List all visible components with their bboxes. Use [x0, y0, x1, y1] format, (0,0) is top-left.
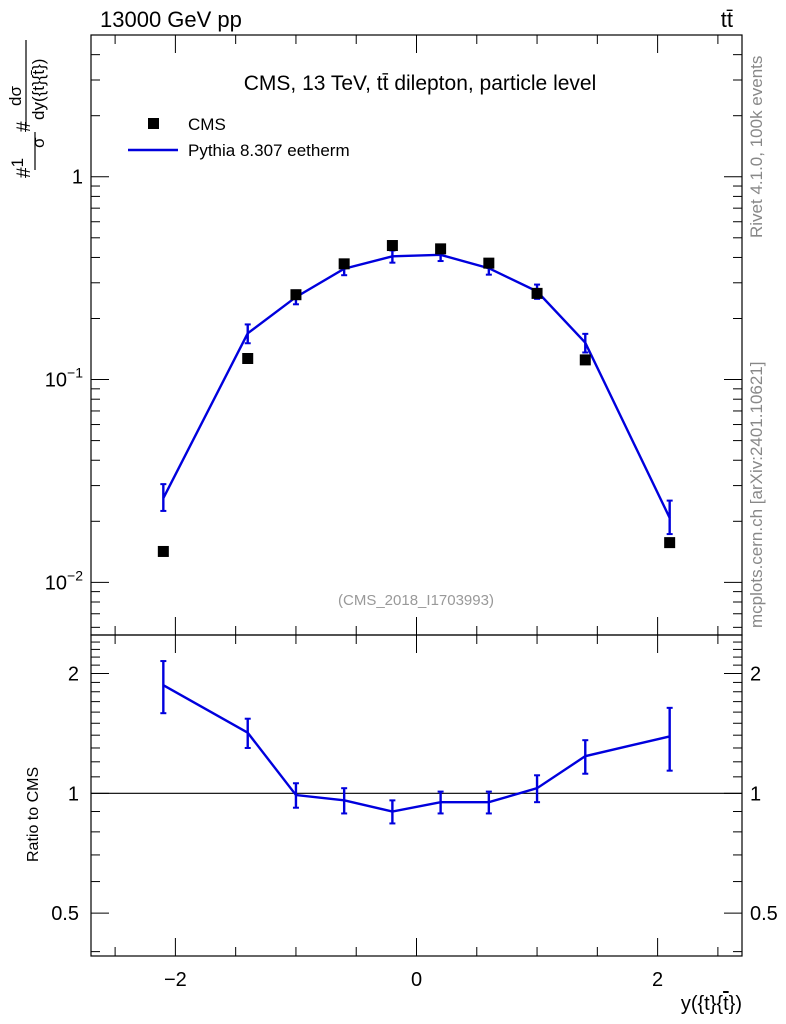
- data-point: [338, 258, 350, 270]
- y-label-one: 1: [8, 158, 27, 167]
- chart-title: CMS, 13 TeV, tt̄ dilepton, particle leve…: [244, 72, 597, 95]
- y-axis-label: #1 σ # dσ dy({t}{t̄}): [6, 40, 48, 178]
- ratio-y-tick-label-left: 1: [68, 783, 79, 805]
- data-point: [290, 289, 302, 301]
- y-tick-label: 10−1: [45, 365, 83, 392]
- y-label-numerator: dσ: [6, 86, 25, 106]
- x-tick-label: −2: [164, 969, 187, 991]
- legend-label-cms: CMS: [188, 115, 226, 134]
- data-point: [157, 545, 169, 557]
- x-tick-label: 2: [652, 969, 663, 991]
- ratio-y-tick-label-left: 0.5: [51, 903, 79, 925]
- ratio-x-ticks: −2 0 2: [114, 635, 719, 991]
- y-tick-label: 1: [72, 167, 83, 189]
- svg-text:#: #: [14, 121, 35, 132]
- main-x-ticks: [114, 35, 719, 635]
- mc-series-line: [162, 253, 671, 519]
- ratio-y-ticks: 0.5 0.5 1 1 2 2: [51, 634, 778, 953]
- y-tick-label: 10−2: [45, 567, 83, 594]
- ratio-y-tick-label-right: 0.5: [750, 903, 778, 925]
- data-point: [531, 287, 543, 299]
- y-label-sigma: σ: [29, 137, 48, 148]
- y-label-denominator: dy({t}{t̄}): [29, 59, 48, 120]
- ratio-series-line: [162, 684, 670, 813]
- ratio-panel: 0.5 0.5 1 1 2 2 −2 0 2 Ratio to CMS: [25, 634, 778, 991]
- svg-text:#1: #1: [8, 158, 35, 178]
- ratio-error-bars: [160, 660, 673, 825]
- ratio-frame: [90, 634, 743, 957]
- energy-label: 13000 GeV pp: [100, 7, 242, 32]
- analysis-watermark: (CMS_2018_I1703993): [338, 592, 494, 609]
- ratio-y-tick-label-left: 2: [68, 664, 79, 686]
- data-point: [664, 537, 676, 549]
- ratio-y-axis-label: Ratio to CMS: [25, 767, 42, 862]
- main-panel: 10−2 10−1 1 CMS, 13 TeV, tt̄ dilepton, par…: [6, 34, 743, 636]
- process-label: tt̄: [721, 7, 733, 32]
- legend-label-pythia: Pythia 8.307 eetherm: [188, 141, 350, 160]
- x-axis-label: y({t}{t}): [681, 993, 742, 1015]
- data-points: [157, 240, 676, 557]
- rivet-label: Rivet 4.1.0, 100k events: [747, 56, 766, 238]
- data-point: [483, 257, 495, 269]
- ratio-y-tick-label-right: 1: [750, 783, 761, 805]
- data-point: [242, 352, 254, 364]
- data-point: [435, 243, 447, 255]
- data-point: [386, 240, 398, 252]
- x-tick-label: 0: [411, 969, 422, 991]
- data-point: [579, 354, 591, 366]
- legend: CMS Pythia 8.307 eetherm: [128, 115, 350, 160]
- ratio-y-tick-label-right: 2: [750, 664, 761, 686]
- legend-marker-cms: [148, 118, 159, 129]
- mcplots-label: mcplots.cern.ch [arXiv:2401.10621]: [747, 362, 766, 628]
- mc-error-bars: [160, 248, 673, 536]
- main-y-ticks: 10−2 10−1 1: [45, 34, 742, 628]
